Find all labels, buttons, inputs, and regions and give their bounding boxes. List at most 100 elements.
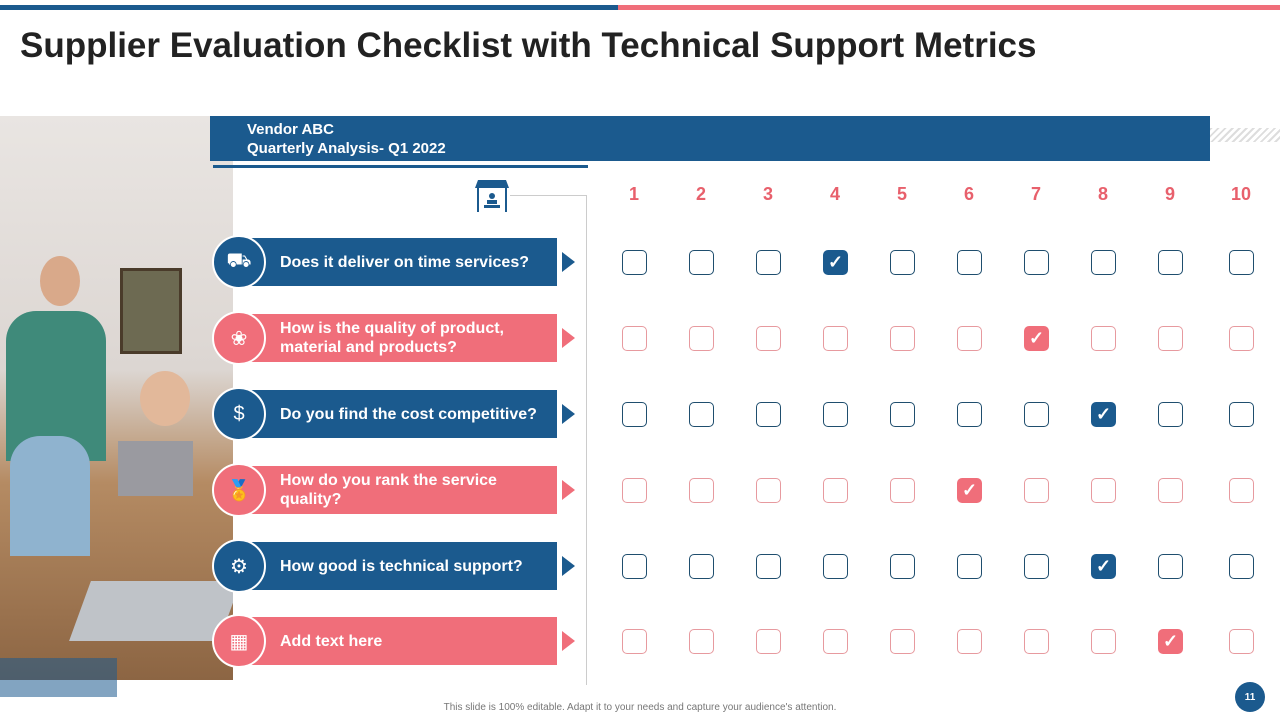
checkbox-checked[interactable]: ✓ bbox=[823, 250, 848, 275]
checkbox[interactable] bbox=[756, 402, 781, 427]
column-number: 10 bbox=[1230, 184, 1252, 204]
divider-line bbox=[586, 195, 587, 685]
question-label: How good is technical support? bbox=[235, 542, 557, 590]
store-icon: ▦ bbox=[212, 614, 266, 668]
checkbox[interactable] bbox=[1158, 402, 1183, 427]
checkbox[interactable] bbox=[1158, 326, 1183, 351]
checkbox[interactable] bbox=[1229, 250, 1254, 275]
checkbox[interactable] bbox=[957, 326, 982, 351]
checkbox[interactable] bbox=[689, 554, 714, 579]
top-accent-blue bbox=[0, 5, 618, 10]
footer-note: This slide is 100% editable. Adapt it to… bbox=[443, 702, 837, 713]
checkbox[interactable] bbox=[1229, 402, 1254, 427]
checkbox[interactable] bbox=[890, 402, 915, 427]
checkbox-checked[interactable]: ✓ bbox=[1158, 629, 1183, 654]
checkbox-checked[interactable]: ✓ bbox=[957, 478, 982, 503]
checkbox[interactable] bbox=[1158, 478, 1183, 503]
checkbox[interactable] bbox=[1024, 478, 1049, 503]
checkbox[interactable] bbox=[890, 326, 915, 351]
checkbox[interactable] bbox=[689, 250, 714, 275]
page-number: 11 bbox=[1235, 682, 1265, 712]
hands-flower-icon: ❀ bbox=[212, 311, 266, 365]
question-label: Add text here bbox=[235, 617, 557, 665]
column-number: 3 bbox=[762, 184, 773, 204]
checkbox[interactable] bbox=[622, 554, 647, 579]
checkbox[interactable] bbox=[1229, 554, 1254, 579]
question-label: Does it deliver on time services? bbox=[235, 238, 557, 286]
checkbox[interactable] bbox=[756, 250, 781, 275]
column-number: 1 bbox=[628, 184, 639, 204]
checkbox[interactable] bbox=[1024, 629, 1049, 654]
checkbox[interactable] bbox=[622, 629, 647, 654]
top-accent-pink bbox=[618, 5, 1280, 10]
checkbox[interactable] bbox=[1229, 326, 1254, 351]
row-arrow-icon bbox=[562, 480, 575, 500]
checkbox-checked[interactable]: ✓ bbox=[1091, 554, 1116, 579]
checkbox[interactable] bbox=[890, 250, 915, 275]
checkbox[interactable] bbox=[957, 402, 982, 427]
decorative-hatch bbox=[1210, 128, 1280, 142]
checkbox[interactable] bbox=[689, 478, 714, 503]
checkbox[interactable] bbox=[823, 629, 848, 654]
checkbox[interactable] bbox=[1158, 250, 1183, 275]
medal-icon: 🏅 bbox=[212, 463, 266, 517]
checkbox[interactable] bbox=[957, 629, 982, 654]
checkbox[interactable] bbox=[1091, 326, 1116, 351]
checkbox[interactable] bbox=[823, 402, 848, 427]
checkbox[interactable] bbox=[756, 554, 781, 579]
page-title: Supplier Evaluation Checklist with Techn… bbox=[20, 26, 1037, 65]
column-number: 4 bbox=[829, 184, 840, 204]
checkbox[interactable] bbox=[1091, 250, 1116, 275]
photo-overlay-block bbox=[0, 658, 117, 697]
checkbox[interactable] bbox=[756, 478, 781, 503]
checkbox[interactable] bbox=[823, 554, 848, 579]
vendor-header: Vendor ABC Quarterly Analysis- Q1 2022 bbox=[210, 116, 1210, 161]
office-team-photo bbox=[0, 116, 233, 680]
checkbox[interactable] bbox=[823, 478, 848, 503]
checkbox[interactable] bbox=[689, 629, 714, 654]
column-number: 6 bbox=[963, 184, 974, 204]
checkbox[interactable] bbox=[1024, 402, 1049, 427]
checkbox[interactable] bbox=[622, 250, 647, 275]
checkbox[interactable] bbox=[622, 326, 647, 351]
column-number: 9 bbox=[1164, 184, 1175, 204]
checkbox[interactable] bbox=[1229, 629, 1254, 654]
gear-wrench-icon: ⚙ bbox=[212, 539, 266, 593]
column-number: 2 bbox=[695, 184, 706, 204]
column-number: 5 bbox=[896, 184, 907, 204]
checkbox[interactable] bbox=[622, 402, 647, 427]
checkbox[interactable] bbox=[689, 402, 714, 427]
question-label: Do you find the cost competitive? bbox=[235, 390, 557, 438]
checkbox[interactable] bbox=[1158, 554, 1183, 579]
checkbox[interactable] bbox=[1024, 554, 1049, 579]
row-arrow-icon bbox=[562, 328, 575, 348]
checkbox[interactable] bbox=[622, 478, 647, 503]
trolley-icon: ⛟ bbox=[212, 235, 266, 289]
header-underline bbox=[213, 165, 588, 168]
checkbox[interactable] bbox=[1091, 478, 1116, 503]
checkbox[interactable] bbox=[1229, 478, 1254, 503]
checkbox-checked[interactable]: ✓ bbox=[1091, 402, 1116, 427]
checkbox[interactable] bbox=[957, 250, 982, 275]
checkbox-checked[interactable]: ✓ bbox=[1024, 326, 1049, 351]
vendor-name: Vendor ABC bbox=[247, 121, 334, 138]
column-number: 8 bbox=[1097, 184, 1108, 204]
checkbox[interactable] bbox=[890, 554, 915, 579]
checkbox[interactable] bbox=[756, 326, 781, 351]
checkbox[interactable] bbox=[689, 326, 714, 351]
checkbox[interactable] bbox=[890, 478, 915, 503]
row-arrow-icon bbox=[562, 404, 575, 424]
question-label: How is the quality of product, material … bbox=[235, 314, 557, 362]
money-bag-icon: $ bbox=[212, 387, 266, 441]
checkbox[interactable] bbox=[1024, 250, 1049, 275]
checkbox[interactable] bbox=[823, 326, 848, 351]
checkbox[interactable] bbox=[756, 629, 781, 654]
question-label: How do you rank the service quality? bbox=[235, 466, 557, 514]
analysis-period: Quarterly Analysis- Q1 2022 bbox=[247, 140, 446, 157]
checkbox[interactable] bbox=[957, 554, 982, 579]
row-arrow-icon bbox=[562, 556, 575, 576]
checkbox[interactable] bbox=[1091, 629, 1116, 654]
column-number: 7 bbox=[1030, 184, 1041, 204]
checkbox[interactable] bbox=[890, 629, 915, 654]
row-arrow-icon bbox=[562, 252, 575, 272]
